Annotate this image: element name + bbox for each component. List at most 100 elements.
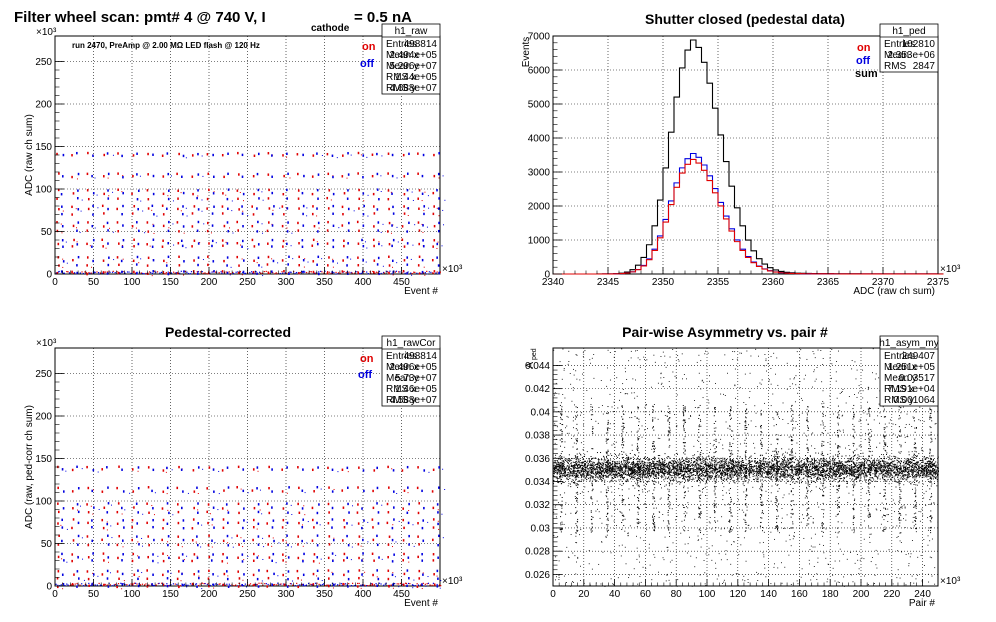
data-point xyxy=(312,583,315,586)
data-point xyxy=(779,460,781,462)
data-point xyxy=(804,467,806,469)
data-point xyxy=(300,579,302,581)
data-point xyxy=(122,224,124,227)
data-point xyxy=(243,259,245,262)
data-point xyxy=(152,223,154,225)
data-point xyxy=(298,242,300,245)
data-point xyxy=(354,272,356,274)
data-point xyxy=(432,468,435,472)
data-point xyxy=(717,472,719,474)
data-point xyxy=(361,238,363,242)
data-point xyxy=(166,486,169,490)
data-point xyxy=(137,511,140,514)
data-point xyxy=(247,492,249,494)
data-point xyxy=(393,518,395,521)
data-point xyxy=(891,475,893,477)
data-point xyxy=(802,473,804,475)
data-point xyxy=(862,467,864,469)
data-point xyxy=(573,464,575,466)
data-point xyxy=(888,463,890,465)
data-point xyxy=(660,465,662,467)
data-point xyxy=(237,521,240,525)
data-point xyxy=(889,463,891,465)
legend-on: on xyxy=(857,42,871,54)
data-point xyxy=(705,459,707,461)
data-point xyxy=(407,521,410,525)
data-point xyxy=(347,543,350,547)
data-point xyxy=(759,464,761,466)
data-point xyxy=(618,473,620,475)
data-point xyxy=(92,572,94,574)
data-point xyxy=(132,490,135,493)
figure-title: Filter wheel scan: pmt# 4 @ 740 V, I cat… xyxy=(14,9,412,34)
data-point xyxy=(130,583,132,585)
data-point xyxy=(578,458,580,460)
data-point xyxy=(797,463,799,465)
data-point xyxy=(646,466,648,468)
data-point xyxy=(114,583,117,586)
data-point xyxy=(895,469,897,471)
data-point xyxy=(921,465,923,467)
data-point xyxy=(899,475,901,477)
data-point xyxy=(424,272,426,274)
data-point xyxy=(191,225,194,228)
data-point xyxy=(894,456,896,458)
data-point xyxy=(853,458,855,460)
data-point xyxy=(201,271,203,273)
data-point xyxy=(907,463,909,465)
data-point xyxy=(166,207,168,210)
data-point xyxy=(343,270,345,273)
data-point xyxy=(436,189,438,192)
data-point xyxy=(96,194,98,196)
data-point xyxy=(123,580,125,582)
data-point xyxy=(133,506,135,509)
data-point xyxy=(182,519,185,522)
data-point xyxy=(663,464,665,466)
data-point xyxy=(639,474,641,476)
data-point xyxy=(738,464,740,466)
data-point xyxy=(360,272,363,275)
data-point xyxy=(110,504,112,506)
data-point xyxy=(72,224,75,228)
data-point xyxy=(91,539,94,543)
data-point xyxy=(277,262,279,264)
data-point xyxy=(574,474,576,476)
data-point xyxy=(898,468,900,470)
data-point xyxy=(430,271,432,273)
data-point xyxy=(192,518,195,521)
data-point xyxy=(76,271,78,275)
data-point xyxy=(367,521,369,523)
data-point xyxy=(856,472,858,474)
data-point xyxy=(625,471,627,473)
data-point xyxy=(412,584,415,586)
data-point xyxy=(137,555,139,557)
data-point xyxy=(229,273,231,275)
data-point xyxy=(140,272,142,274)
data-point xyxy=(925,473,927,475)
data-point xyxy=(839,467,841,469)
data-point xyxy=(671,476,673,478)
data-point xyxy=(226,256,229,259)
data-point xyxy=(712,471,714,473)
stats-row-value: 102810 xyxy=(902,39,936,50)
data-point xyxy=(422,539,425,542)
data-point xyxy=(239,192,241,194)
data-point xyxy=(167,585,170,587)
data-point xyxy=(362,469,365,472)
data-point xyxy=(897,465,899,467)
data-point xyxy=(641,463,643,465)
data-point xyxy=(167,172,170,176)
data-point xyxy=(302,468,304,471)
data-point xyxy=(114,271,116,274)
data-point xyxy=(121,468,123,471)
data-point xyxy=(654,478,656,480)
data-point xyxy=(286,242,288,246)
data-point xyxy=(840,467,842,469)
y-tick-label: 150 xyxy=(35,142,52,153)
data-point xyxy=(835,465,837,467)
data-point xyxy=(249,583,252,585)
data-point xyxy=(811,466,813,468)
data-point xyxy=(632,456,634,458)
data-point xyxy=(644,464,646,466)
data-point xyxy=(858,473,860,475)
